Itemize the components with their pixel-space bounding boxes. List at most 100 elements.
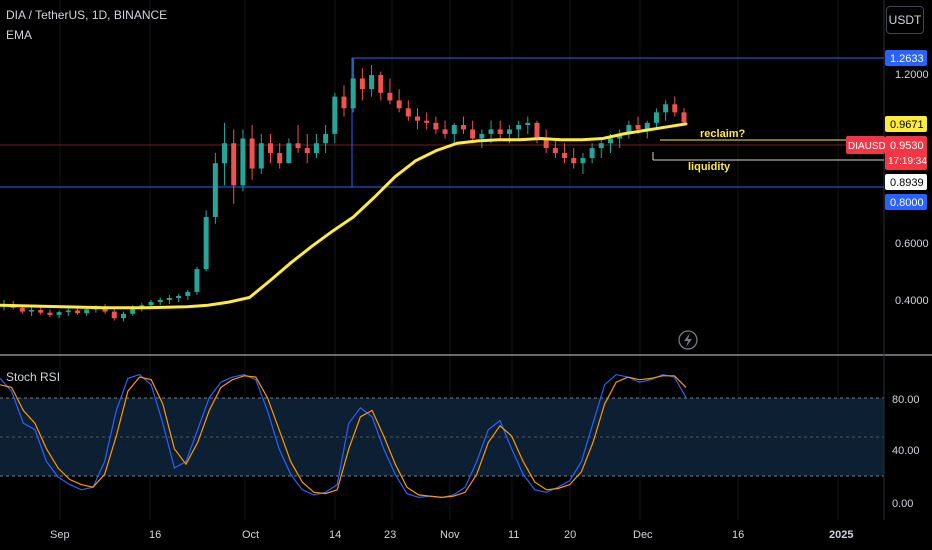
candle-body bbox=[75, 310, 81, 314]
candle-body bbox=[203, 216, 209, 270]
candle-body bbox=[120, 313, 126, 319]
candle-body bbox=[130, 307, 136, 314]
candle-body bbox=[442, 129, 448, 134]
candle-body bbox=[516, 125, 522, 130]
price-tick-1-2000: 1.2000 bbox=[895, 69, 929, 81]
price-tag-white[interactable]: 0.8939 bbox=[885, 174, 927, 190]
candle-body bbox=[313, 143, 319, 153]
x-label-2025: 2025 bbox=[829, 529, 853, 541]
annotation-liquidity[interactable]: liquidity bbox=[688, 161, 731, 173]
candle-body bbox=[663, 104, 669, 113]
candle-body bbox=[598, 143, 604, 149]
x-label-16b: 16 bbox=[732, 529, 744, 541]
candle-body bbox=[626, 125, 632, 134]
svg-text:DIAUSDT: DIAUSDT bbox=[848, 141, 892, 152]
lightning-icon[interactable] bbox=[678, 330, 698, 350]
rsi-tick-0: 0.00 bbox=[892, 498, 913, 510]
candle-body bbox=[562, 152, 568, 159]
symbol-tag[interactable]: DIAUSDT bbox=[846, 136, 892, 154]
candle-body bbox=[166, 297, 172, 300]
stoch-d-line bbox=[0, 375, 687, 499]
candle-body bbox=[396, 100, 402, 109]
candle-body bbox=[139, 305, 145, 308]
x-label-dec: Dec bbox=[633, 529, 653, 541]
x-label-16: 16 bbox=[149, 529, 161, 541]
x-label-14: 14 bbox=[329, 529, 341, 541]
price-tag-yellow[interactable]: 0.9671 bbox=[885, 116, 927, 132]
candle-body bbox=[47, 312, 53, 315]
candle-body bbox=[323, 133, 329, 144]
candle-body bbox=[543, 138, 549, 149]
price-tag-1-2633[interactable]: 1.2633 bbox=[885, 50, 927, 66]
candle-body bbox=[212, 163, 218, 217]
candle-body bbox=[433, 122, 439, 130]
rsi-band bbox=[0, 398, 884, 476]
svg-text:0.9671: 0.9671 bbox=[890, 119, 924, 131]
candle-body bbox=[341, 96, 347, 109]
candle-body bbox=[552, 148, 558, 153]
candle-body bbox=[249, 138, 255, 169]
rsi-tick-80: 80.00 bbox=[892, 394, 920, 406]
candle-body bbox=[56, 312, 62, 315]
candle-body bbox=[157, 300, 163, 303]
candle-body bbox=[148, 302, 154, 306]
x-label-20: 20 bbox=[564, 529, 576, 541]
candle-body bbox=[534, 122, 540, 139]
candle-body bbox=[672, 104, 678, 113]
candles bbox=[1, 58, 687, 322]
currency-button[interactable]: USDT bbox=[886, 6, 924, 34]
svg-text:1.2633: 1.2633 bbox=[890, 53, 924, 65]
stoch-k-line bbox=[0, 373, 687, 499]
time-axis[interactable]: Sep 16 Oct 14 23 Nov 11 20 Dec 16 2025 bbox=[50, 529, 853, 541]
candle-body bbox=[267, 143, 273, 153]
ema-indicator-label[interactable]: EMA bbox=[6, 28, 33, 42]
price-tag-0-8000[interactable]: 0.8000 bbox=[885, 194, 927, 210]
candle-body bbox=[387, 92, 393, 101]
x-label-oct: Oct bbox=[242, 529, 259, 541]
price-tick-0-4000: 0.4000 bbox=[895, 295, 929, 307]
last-price-tag[interactable]: 0.9530 17:19:34 bbox=[885, 136, 927, 170]
candle-body bbox=[111, 311, 117, 319]
annotation-reclaim[interactable]: reclaim? bbox=[700, 128, 746, 140]
candle-body bbox=[231, 143, 237, 186]
candle-body bbox=[84, 309, 90, 314]
candle-body bbox=[497, 129, 503, 134]
candle-body bbox=[589, 148, 595, 159]
candle-body bbox=[369, 75, 375, 90]
candle-body bbox=[65, 310, 71, 313]
candle-body bbox=[460, 125, 466, 130]
rsi-tick-40: 40.00 bbox=[892, 445, 920, 457]
candle-body bbox=[222, 143, 228, 164]
candle-body bbox=[240, 138, 246, 186]
candle-body bbox=[424, 120, 430, 123]
candle-body bbox=[451, 125, 457, 134]
candle-body bbox=[194, 269, 200, 292]
x-label-nov: Nov bbox=[440, 529, 460, 541]
svg-text:17:19:34: 17:19:34 bbox=[888, 156, 927, 167]
candle-body bbox=[405, 108, 411, 117]
candle-body bbox=[506, 129, 512, 134]
candle-body bbox=[286, 143, 292, 164]
x-label-11: 11 bbox=[508, 529, 519, 541]
candle-body bbox=[258, 143, 264, 169]
stoch-rsi-label[interactable]: Stoch RSI bbox=[6, 370, 61, 384]
candle-body bbox=[644, 122, 650, 130]
candle-body bbox=[653, 112, 659, 123]
candle-body bbox=[470, 129, 476, 139]
candle-body bbox=[525, 122, 531, 126]
candle-body bbox=[350, 78, 356, 109]
candle-body bbox=[304, 148, 310, 153]
svg-text:0.8000: 0.8000 bbox=[890, 197, 924, 209]
candle-body bbox=[607, 138, 613, 144]
candle-body bbox=[176, 295, 182, 298]
candle-body bbox=[332, 96, 338, 134]
candle-body bbox=[681, 112, 687, 123]
ema-line bbox=[0, 122, 688, 310]
candle-body bbox=[378, 75, 384, 93]
symbol-title[interactable]: DIA / TetherUS, 1D, BINANCE bbox=[6, 8, 168, 22]
candle-body bbox=[185, 291, 191, 296]
x-label-23: 23 bbox=[384, 529, 396, 541]
candle-body bbox=[580, 158, 586, 164]
candle-body bbox=[488, 129, 494, 134]
